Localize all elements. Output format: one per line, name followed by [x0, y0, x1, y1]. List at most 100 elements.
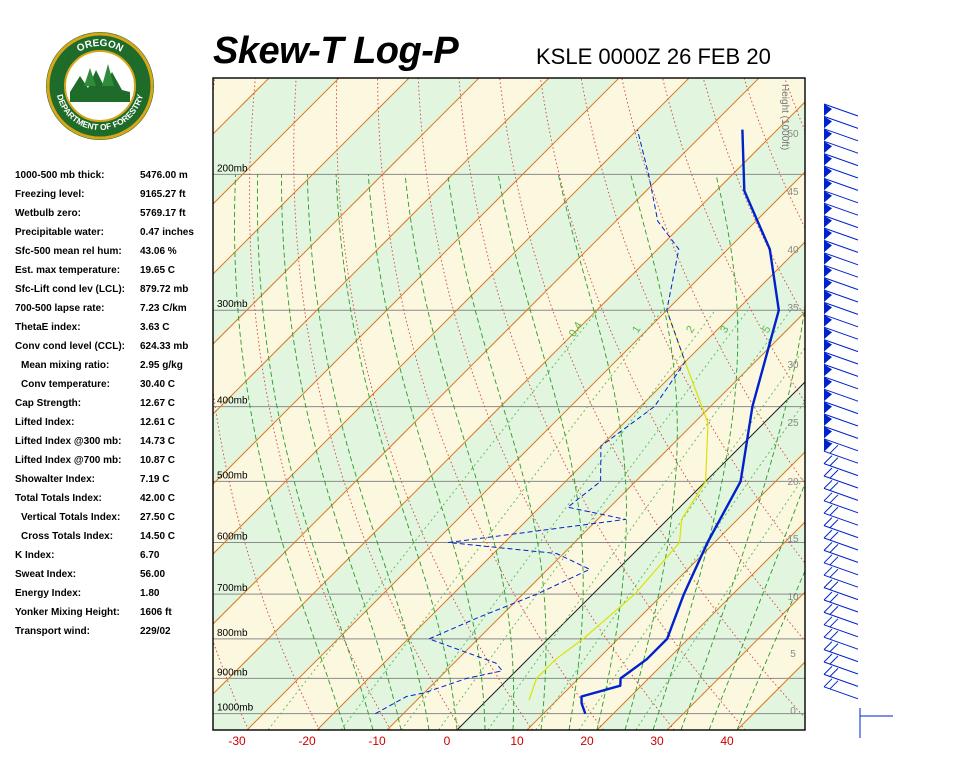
wind-barb	[823, 467, 859, 489]
pressure-label: 600mb	[217, 531, 248, 542]
index-label: Sfc-500 mean rel hum:	[15, 246, 122, 257]
index-value: 229/02	[140, 626, 171, 637]
index-row: Yonker Mixing Height: 1606 ft	[15, 604, 215, 623]
wind-barb	[823, 401, 859, 415]
height-tick-label: 15	[787, 534, 799, 545]
index-label: Mean mixing ratio:	[21, 360, 110, 371]
index-row: Wetbulb zero: 5769.17 ft	[15, 205, 215, 224]
index-row: Lifted Index @300 mb: 14.73 C	[15, 433, 215, 452]
wind-barb	[823, 252, 859, 266]
height-tick-label: 25	[787, 418, 799, 429]
index-row: Lifted Index @700 mb: 10.87 C	[15, 452, 215, 471]
wind-barb	[823, 301, 859, 315]
wind-barb	[823, 616, 859, 638]
index-value: 2.95 g/kg	[140, 360, 183, 371]
temperature-tick-label: 40	[720, 734, 734, 748]
isotherm-line	[877, 78, 960, 730]
dry-adiabat	[621, 78, 805, 485]
moist-adiabat	[652, 174, 739, 730]
isotherm-line	[213, 78, 480, 345]
mixing-ratio-label: 3	[718, 324, 731, 336]
mixing-ratio-line	[438, 309, 749, 730]
index-value: 19.65 C	[140, 265, 176, 276]
mixing-ratio-label: 2	[684, 324, 697, 336]
wind-barb	[823, 388, 859, 402]
moist-adiabat	[680, 301, 805, 730]
wind-barb	[823, 566, 859, 588]
wind-barb	[823, 666, 859, 687]
index-row: Mean mixing ratio: 2.95 g/kg	[15, 357, 215, 376]
wind-barb	[823, 153, 859, 167]
height-tick-label: 50	[787, 129, 799, 140]
temperature-tick-label: 10	[510, 734, 524, 748]
index-label: Yonker Mixing Height:	[15, 607, 120, 618]
index-value: 7.19 C	[140, 474, 170, 485]
wind-barb	[823, 579, 859, 601]
index-value: 14.73 C	[140, 436, 176, 447]
height-axis-label: Height (1000ft)	[779, 84, 790, 150]
wind-barb	[823, 455, 859, 477]
index-row: Sfc-500 mean rel hum: 43.06 %	[15, 243, 215, 262]
wind-barb	[823, 653, 859, 675]
wind-barb	[823, 554, 859, 576]
isotherm-line	[213, 78, 760, 625]
height-tick-label: 10	[787, 592, 799, 603]
height-tick-label: 35	[787, 303, 799, 314]
isotherm-line	[596, 521, 805, 730]
wind-barb	[823, 289, 859, 303]
index-row: Cross Totals Index: 14.50 C	[15, 528, 215, 547]
isotherm-line	[526, 451, 805, 730]
pressure-label: 300mb	[217, 299, 248, 310]
index-value: 10.87 C	[140, 455, 176, 466]
index-label: Transport wind:	[15, 626, 90, 637]
mixing-ratio-line	[635, 474, 805, 730]
index-value: 27.50 C	[140, 512, 176, 523]
temperature-tick-label: -10	[368, 734, 386, 748]
index-row: 700-500 lapse rate: 7.23 C/km	[15, 300, 215, 319]
isotherm-line	[213, 78, 550, 415]
dry-adiabat	[866, 78, 960, 730]
index-row: Freezing level: 9165.27 ft	[15, 186, 215, 205]
index-value: 0.47 inches	[140, 227, 194, 238]
moist-adiabat	[708, 481, 805, 730]
wind-barb	[823, 115, 859, 129]
wind-barb	[823, 103, 859, 117]
wind-barb	[823, 517, 859, 539]
wind-barb	[823, 190, 859, 204]
index-row: Energy Index: 1.80	[15, 585, 215, 604]
index-label: 1000-500 mb thick:	[15, 170, 105, 181]
moist-adiabat	[281, 174, 402, 730]
index-value: 42.00 C	[140, 493, 176, 504]
moist-adiabat	[256, 174, 374, 730]
wind-barb	[823, 413, 859, 427]
index-label: Vertical Totals Index:	[21, 512, 121, 523]
dry-adiabat	[499, 78, 805, 719]
index-value: 12.67 C	[140, 398, 176, 409]
index-label: Wetbulb zero:	[15, 208, 81, 219]
zero-isotherm	[456, 381, 805, 730]
index-value: 5476.00 m	[140, 170, 188, 181]
height-tick-label: 20	[787, 477, 799, 488]
isotherm-band	[877, 78, 960, 730]
height-tick-label: 30	[787, 360, 799, 371]
wind-barb	[823, 326, 859, 340]
index-label: Energy Index:	[15, 588, 82, 599]
plot-area	[213, 78, 960, 730]
index-row: Precipitable water: 0.47 inches	[15, 224, 215, 243]
index-value: 1.80	[140, 588, 160, 599]
dry-adiabat	[213, 78, 320, 730]
index-label: Cross Totals Index:	[21, 531, 114, 542]
wind-barb	[823, 165, 859, 179]
height-tick-label: 5	[790, 649, 796, 660]
dry-adiabat	[377, 78, 604, 730]
wind-barb	[823, 128, 859, 142]
wind-barb	[823, 678, 859, 700]
index-value: 3.63 C	[140, 322, 170, 333]
dry-adiabat	[249, 78, 391, 730]
moist-adiabat	[497, 174, 584, 730]
isotherm-line	[316, 241, 805, 730]
parcel-profile-line	[528, 309, 709, 701]
dry-adiabat	[580, 78, 805, 564]
index-value: 12.61 C	[140, 417, 176, 428]
isotherm-line	[213, 78, 690, 555]
